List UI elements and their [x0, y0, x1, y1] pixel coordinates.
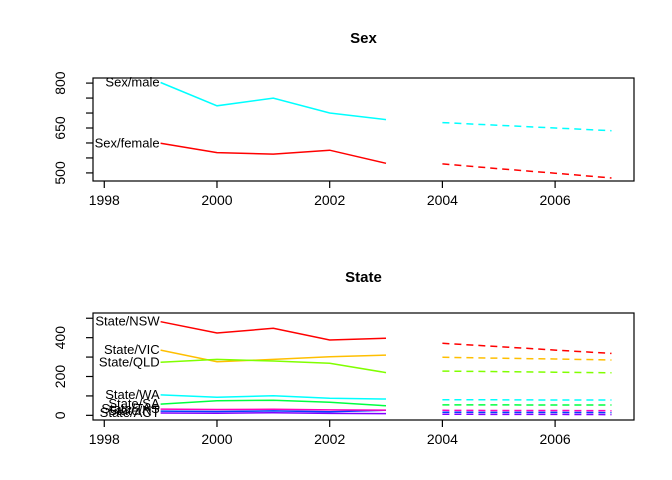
- plot-box: [92, 77, 635, 182]
- y-tick-label: 400: [52, 326, 68, 350]
- x-tick-label: 2006: [540, 192, 571, 208]
- series-label-Sex/male: Sex/male: [105, 74, 159, 89]
- x-tick-label: 2006: [540, 431, 571, 447]
- series-label-State/NSW: State/NSW: [95, 314, 160, 329]
- series-label-State/ACT: State/ACT: [100, 405, 160, 420]
- state-chart: 1998 2000 2002 2004 2006 0 200 400 State/NSW Stat…: [52, 312, 635, 447]
- x-tick-label: 2000: [201, 192, 232, 208]
- series-line-State/TAS: [160, 408, 387, 411]
- y-tick-label: 800: [52, 71, 68, 95]
- series-label-Sex/female: Sex/female: [95, 135, 160, 150]
- series-label-State/SA: State/SA: [108, 396, 160, 411]
- series-line-Sex/male: [160, 81, 387, 121]
- series-line-State/QLD: [160, 358, 387, 374]
- y-tick-label: 650: [52, 116, 68, 140]
- state-panel: State 1998 2000 2002 2004 2006 0 200 400 State/N…: [0, 240, 672, 480]
- series-label-State/QLD: State/QLD: [99, 354, 160, 369]
- sex-panel: Sex 1998 2000 2002 2004 2006 500 650 800 Sex/mal…: [52, 30, 635, 208]
- x-tick-label: 2002: [314, 431, 345, 447]
- series-line-State/QLD-forecast: [442, 370, 612, 374]
- x-tick-label: 2004: [427, 192, 458, 208]
- x-tick-label: 1998: [89, 431, 120, 447]
- y-tick-label: 0: [52, 411, 68, 419]
- series-label-State/TAS: State/TAS: [101, 401, 160, 416]
- series-line-State/VIC: [160, 349, 387, 363]
- series-line-State/NSW-forecast: [442, 342, 612, 355]
- x-tick-label: 2000: [201, 431, 232, 447]
- series-line-Sex/male-forecast: [442, 121, 612, 132]
- series-line-Sex/female-forecast: [442, 163, 612, 179]
- y-tick-label: 500: [52, 161, 68, 185]
- state-panel-title: State: [345, 269, 382, 286]
- sex-chart: 1998 2000 2002 2004 2006 500 650 800 Sex/male Sex…: [52, 71, 635, 208]
- x-tick-label: 2004: [427, 431, 458, 447]
- series-line-State/VIC-forecast: [442, 356, 612, 361]
- plot-box: [92, 312, 635, 421]
- series-label-State/VIC: State/VIC: [104, 342, 160, 357]
- series-line-State/ACT: [160, 412, 387, 415]
- series-label-State/WA: State/WA: [105, 387, 160, 402]
- series-label-State/NT: State/NT: [108, 403, 159, 418]
- series-line-State/SA: [160, 399, 387, 407]
- series-line-State/NSW: [160, 320, 387, 341]
- x-tick-label: 2002: [314, 192, 345, 208]
- series-line-State/NT: [160, 409, 387, 413]
- series-line-State/WA: [160, 394, 387, 400]
- x-tick-label: 1998: [89, 192, 120, 208]
- series-line-Sex/female: [160, 142, 387, 165]
- sex-panel-title: Sex: [350, 30, 377, 47]
- y-tick-label: 200: [52, 365, 68, 389]
